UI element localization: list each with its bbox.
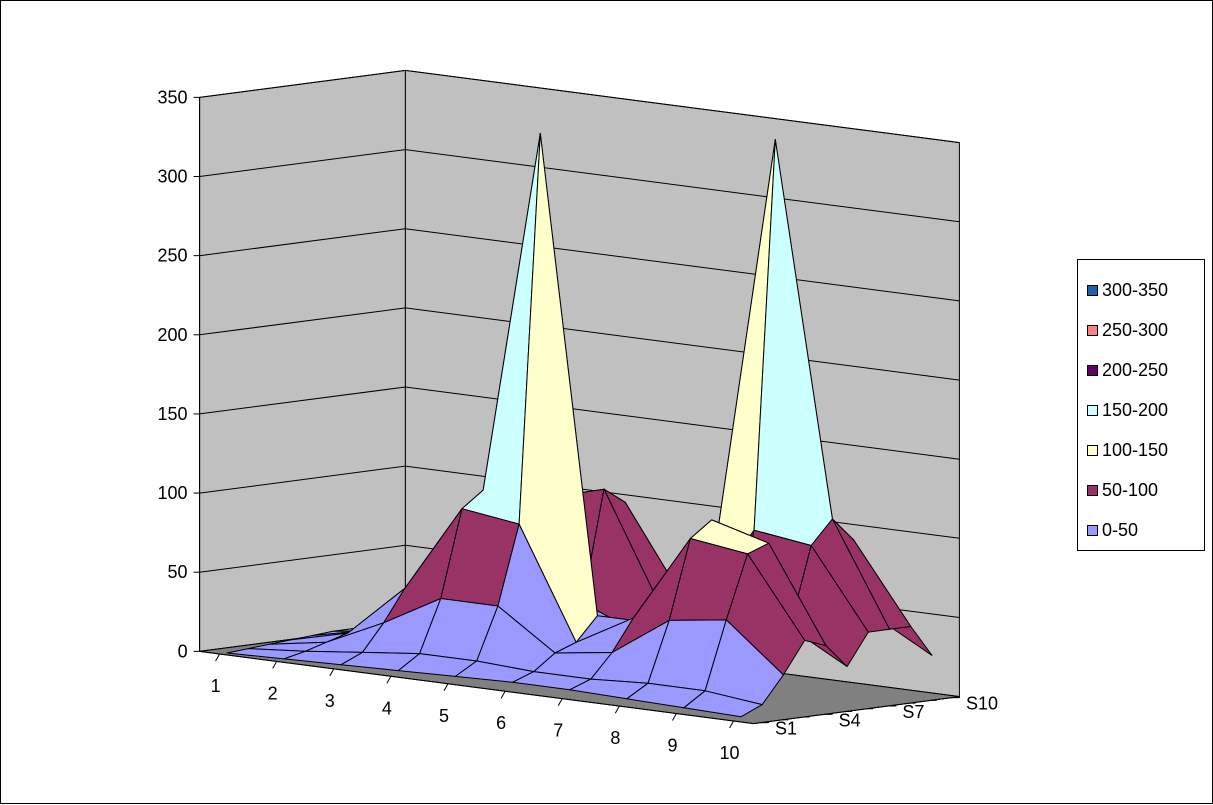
axis-labels: 0 50 100 150 200 250 300 350 1 2 3 4 5 6 7 8 9 10 S1 S4 S7 S1…: [158, 87, 998, 763]
value-tick-label: 100: [158, 483, 188, 503]
legend-swatch: [1087, 444, 1098, 456]
legend-item: 100-150: [1078, 430, 1204, 470]
category-tick: [557, 698, 563, 706]
category-tick: [329, 668, 335, 677]
legend-label: 0-50: [1102, 519, 1139, 540]
category-tick-label: 2: [268, 683, 278, 703]
series-tick-label: S4: [839, 710, 861, 730]
category-tick-label: 1: [211, 676, 221, 696]
category-tick-label: 8: [610, 728, 620, 748]
series-tick-label: S10: [966, 694, 998, 714]
category-tick-label: 9: [667, 736, 677, 756]
category-tick-label: 5: [439, 706, 449, 726]
category-tick-label: 3: [325, 691, 335, 711]
value-tick-label: 300: [158, 167, 188, 187]
category-tick: [272, 661, 278, 669]
legend-swatch: [1087, 404, 1098, 416]
axes: [193, 96, 960, 729]
left-wall: [199, 69, 406, 652]
category-axis: [199, 650, 754, 725]
legend-item: 50-100: [1078, 470, 1204, 510]
category-tick-label: 4: [382, 698, 392, 718]
category-tick: [386, 676, 392, 684]
category-tick: [614, 705, 620, 714]
legend-label: 250-300: [1102, 319, 1169, 340]
legend-swatch: [1087, 484, 1098, 496]
legend-label: 300-350: [1102, 279, 1169, 300]
value-tick-label: 150: [158, 404, 188, 424]
legend-label: 100-150: [1102, 439, 1169, 460]
category-tick-label: 10: [720, 743, 740, 763]
category-tick-label: 7: [553, 721, 563, 741]
category-tick: [215, 653, 221, 662]
category-tick-label: 6: [496, 713, 506, 733]
value-tick-label: 0: [178, 641, 188, 661]
legend-swatch: [1087, 524, 1098, 536]
category-tick: [443, 683, 449, 691]
legend-item: 200-250: [1078, 350, 1204, 390]
series-axis: [753, 696, 960, 725]
legend-swatch: [1087, 324, 1098, 336]
category-tick: [729, 720, 735, 729]
series-tick-label: S1: [775, 719, 797, 739]
value-tick-label: 250: [158, 246, 188, 266]
value-tick-label: 50: [168, 562, 188, 582]
legend-item: 0-50: [1078, 510, 1204, 550]
legend-label: 200-250: [1102, 359, 1169, 380]
legend-swatch: [1087, 364, 1098, 376]
legend-swatch: [1087, 284, 1098, 296]
legend: 300-350 250-300 200-250 150-200 100-150 50-10…: [1077, 259, 1205, 551]
series-tick-label: S7: [902, 702, 924, 722]
category-tick: [500, 690, 506, 699]
gridline-350: [199, 69, 960, 144]
surface-cell: [683, 690, 763, 718]
value-tick-label: 350: [158, 87, 188, 107]
legend-item: 300-350: [1078, 270, 1204, 310]
category-tick: [672, 713, 677, 721]
surface-plot: [226, 133, 933, 718]
value-tick-label: 200: [158, 325, 188, 345]
legend-label: 150-200: [1102, 399, 1169, 420]
legend-item: 150-200: [1078, 390, 1204, 430]
legend-label: 50-100: [1102, 479, 1159, 500]
legend-item: 250-300: [1078, 310, 1204, 350]
